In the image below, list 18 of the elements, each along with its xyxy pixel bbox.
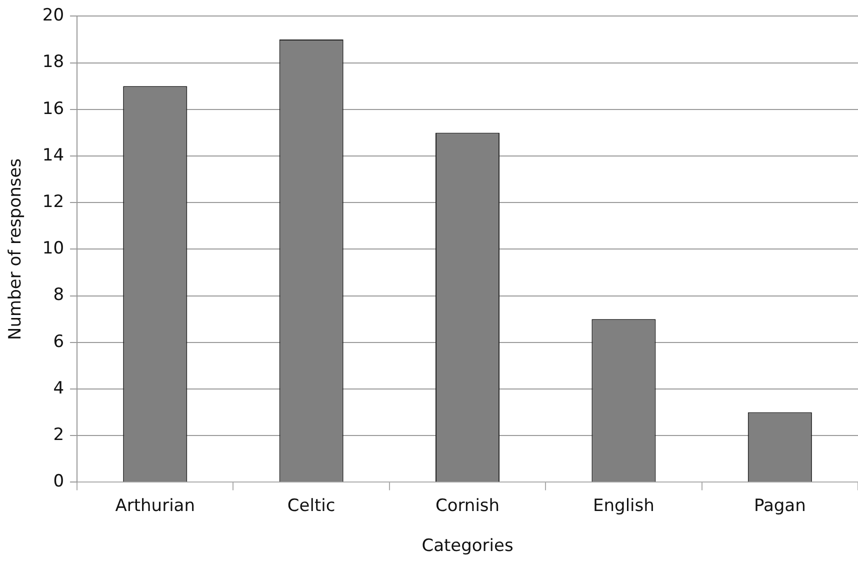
x-tick-label: Pagan (754, 496, 806, 516)
y-tick-label: 14 (42, 145, 64, 166)
y-tick-label: 0 (53, 472, 64, 492)
y-tick-label: 6 (53, 332, 64, 352)
y-tick-label: 18 (42, 52, 64, 72)
y-axis-title: Number of responses (6, 158, 26, 340)
y-tick-label: 10 (42, 238, 64, 259)
y-tick-label: 2 (53, 425, 64, 446)
x-tick-label: Cornish (435, 496, 500, 516)
y-tick-label: 12 (42, 192, 64, 212)
x-axis-title: Categories (422, 536, 514, 556)
y-tick-label: 16 (42, 98, 64, 119)
x-tick-label: English (593, 496, 654, 516)
y-tick-label: 20 (42, 6, 64, 26)
y-tick-label: 8 (53, 285, 64, 306)
x-tick-label: Arthurian (115, 496, 196, 516)
x-tick-label: Celtic (287, 496, 336, 516)
y-tick-label: 4 (53, 378, 64, 398)
